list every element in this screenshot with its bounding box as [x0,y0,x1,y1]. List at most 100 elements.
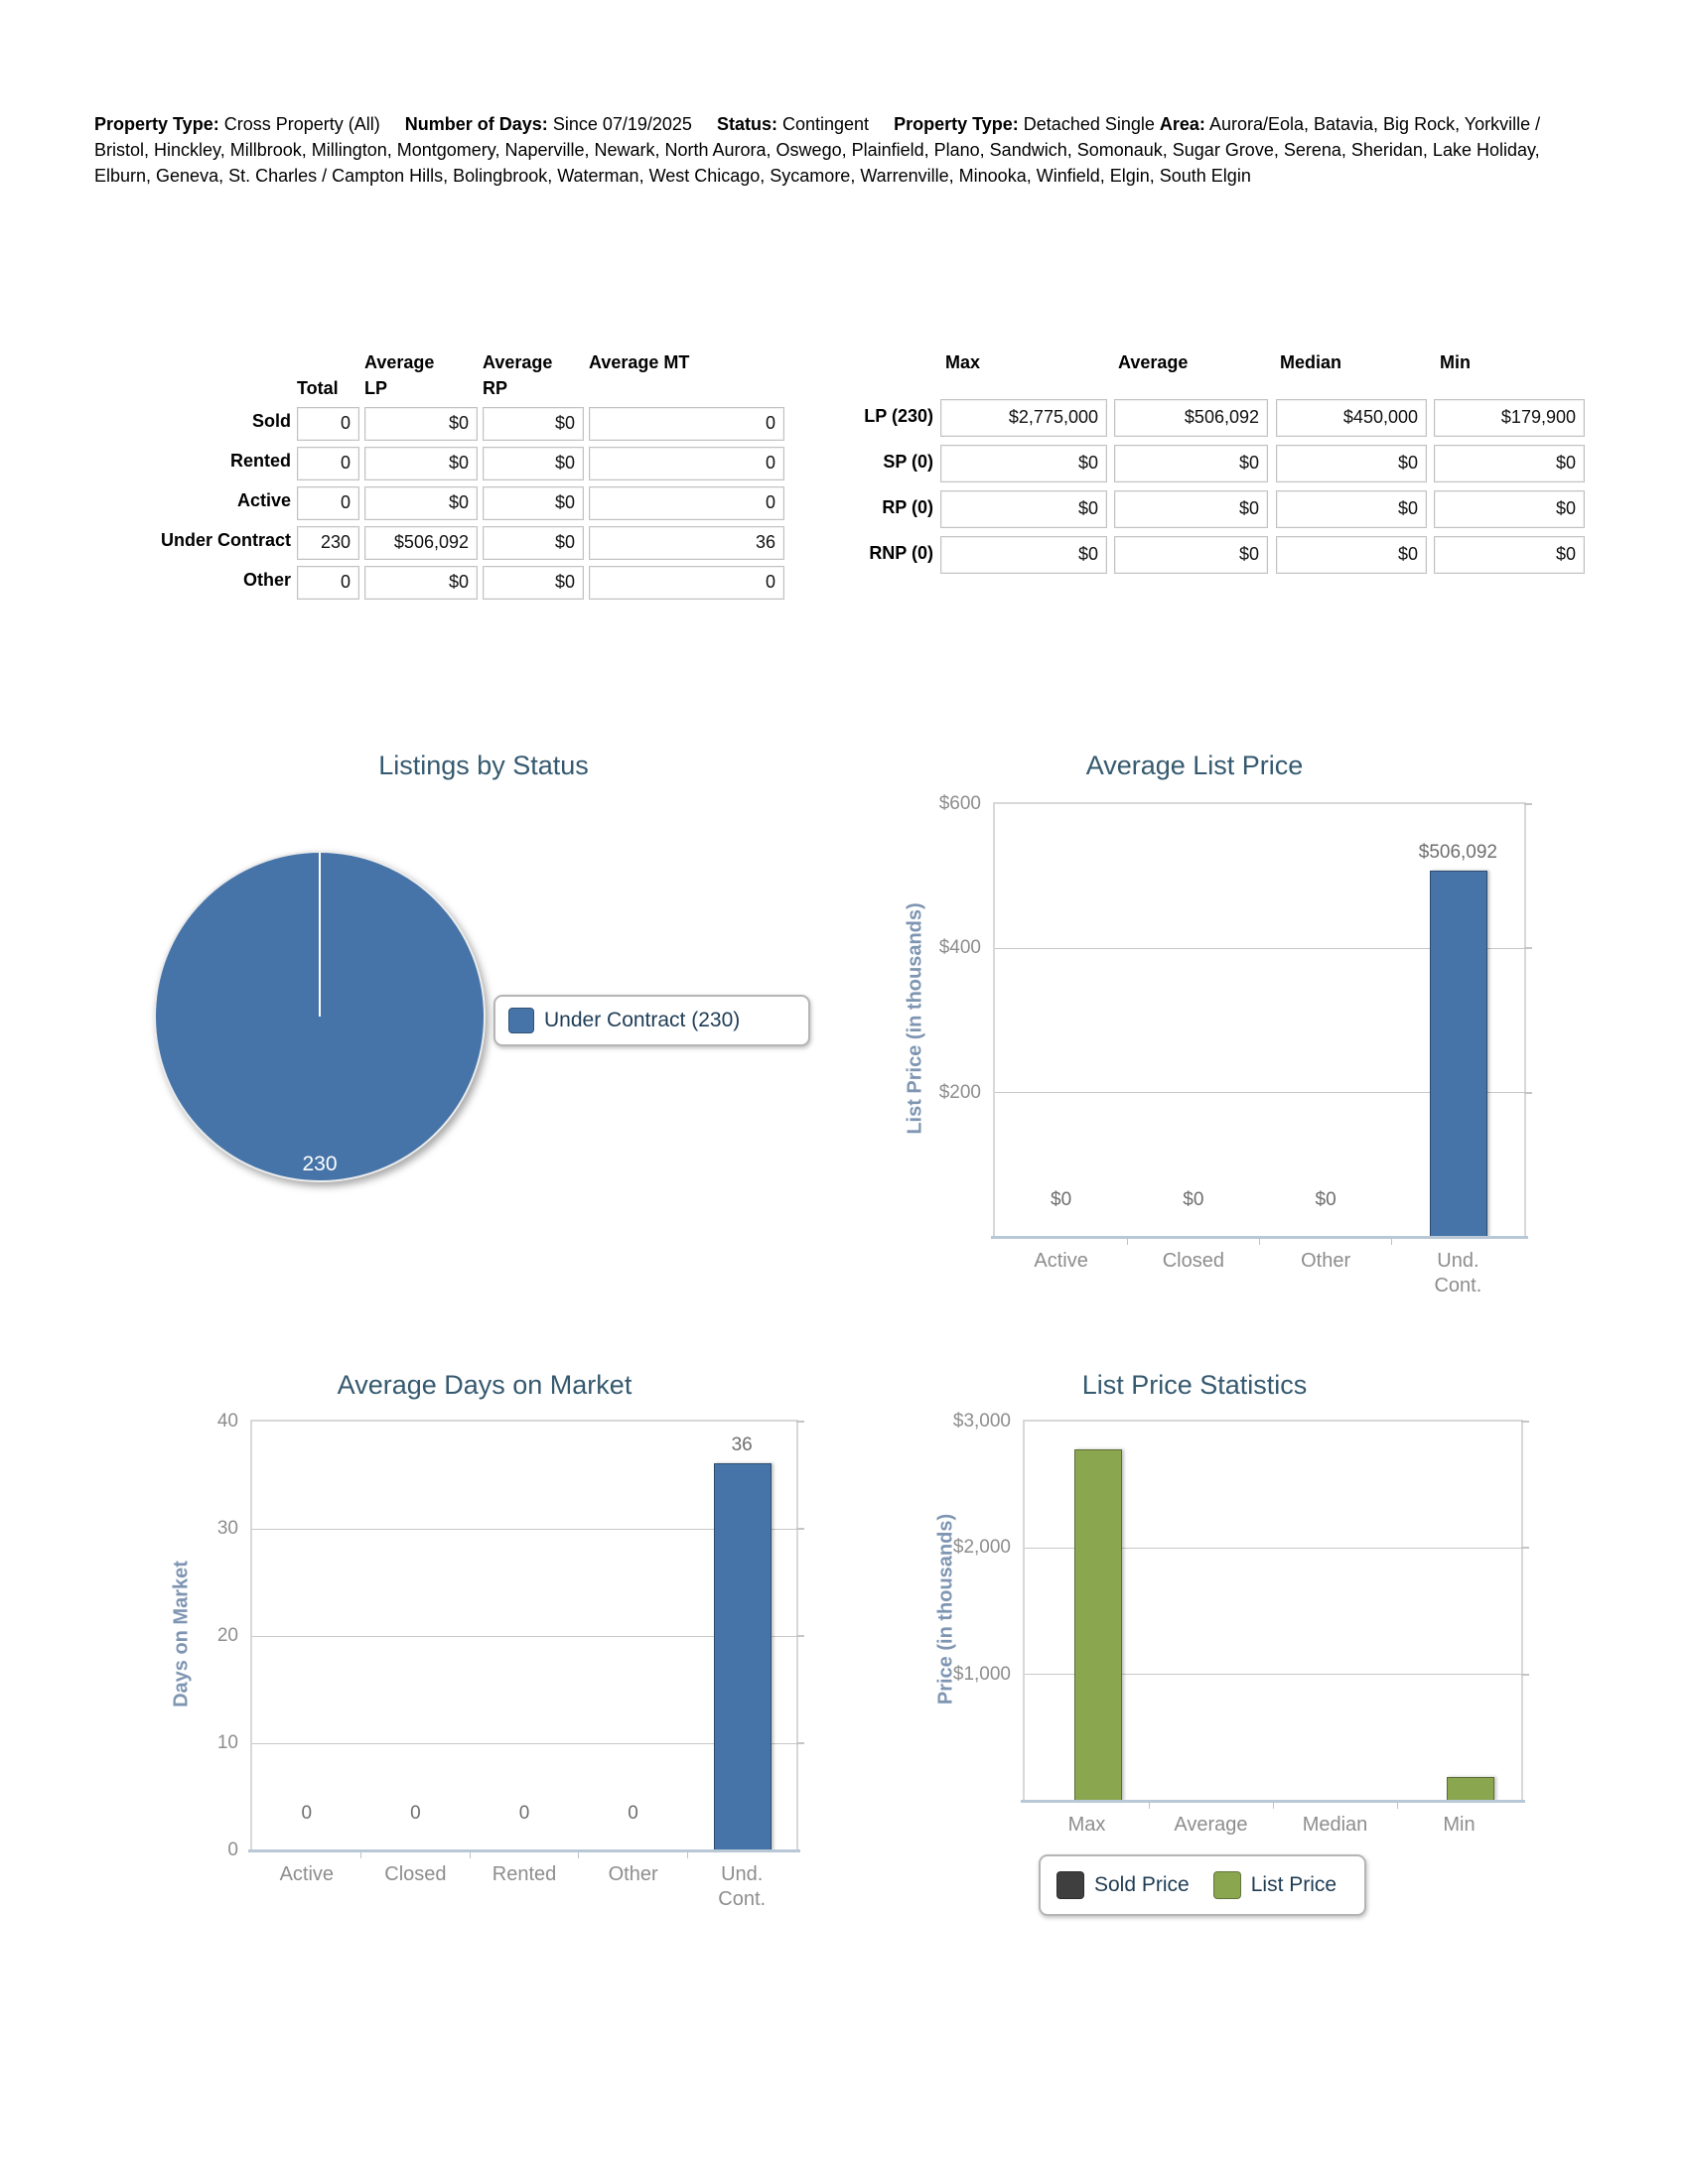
x-tick-label-median: Median [1302,1814,1368,1836]
bar-value-label-und-cont: 36 [731,1434,753,1456]
row-label-other: Other [242,570,291,590]
x-tick-label-other: Other [608,1863,658,1885]
cell-under-contract-average_rp: $0 [483,526,584,560]
y-axis-tick [1524,803,1532,805]
gridline [995,947,1524,949]
cell-other-average_lp: $0 [364,566,478,600]
bar-und-cont [1430,871,1488,1237]
criteria-property-type2-label: Property Type: [894,114,1019,134]
x-axis-tick [1259,1237,1260,1245]
row-label-lp-230: LP (230) [864,406,933,426]
gridline [252,1742,796,1744]
cell-lp-230-min: $179,900 [1434,399,1585,437]
bar-value-label-closed: 0 [410,1803,421,1824]
x-axis-tick [1391,1237,1393,1245]
gridline [1025,1547,1521,1549]
cell-rp-0-median: $0 [1276,490,1427,528]
cell-lp-230-median: $450,000 [1276,399,1427,437]
bar-value-label-closed: $0 [1183,1189,1204,1210]
average-days-on-market-chart: 0 10 20 30 40 Active Closed Rented Other Und. Con… [217,1411,804,1910]
row-label-active: Active [236,490,291,510]
pie-legend: Under Contract (230) [493,995,810,1046]
bar-max [1073,1448,1122,1801]
y-axis-tick [796,1528,804,1530]
y-tick-label: 20 [216,1625,238,1646]
x-tick-label-active: Active [279,1863,335,1885]
list-price-statistics-title: List Price Statistics [1081,1370,1308,1400]
x-tick-label-und-cont: Und. Cont. [718,1863,767,1910]
y-tick-label: 40 [216,1411,238,1432]
average-list-price-chart: $200 $400 $600 Active Closed Other Und. Cont. $… [939,793,1532,1297]
x-axis-tick [686,1850,688,1858]
status-col-average-mt: Average MT [589,352,690,372]
x-tick-label-und-cont: Und. Cont. [1434,1250,1482,1297]
cell-rp-0-min: $0 [1434,490,1585,528]
bar-value-label-other: 0 [628,1803,638,1824]
cell-active-average_lp: $0 [364,486,478,520]
x-axis-line [991,1236,1528,1239]
cell-other-average_rp: $0 [483,566,584,600]
list-price-statistics-chart: $1,000 $2,000 $3,000 Max Average Median Min [953,1411,1529,1836]
cell-rp-0-max: $0 [940,490,1107,528]
cell-rnp-0-median: $0 [1276,536,1427,574]
average-list-price-title: Average List Price [1085,751,1304,780]
row-label-rented: Rented [229,451,291,471]
report-criteria: Property Type: Cross Property (All) Numb… [94,111,1599,189]
price-col-max: Max [945,352,981,372]
bar-value-label-active: $0 [1051,1189,1072,1210]
x-axis-tick [1272,1801,1274,1809]
y-tick-label: $3,000 [952,1411,1011,1432]
gridline [995,1092,1524,1094]
x-tick-label-other: Other [1301,1250,1351,1272]
row-label-rnp-0: RNP (0) [869,543,933,563]
cell-rnp-0-max: $0 [940,536,1107,574]
cell-lp-230-max: $2,775,000 [940,399,1107,437]
x-tick-label-max: Max [1067,1814,1106,1836]
under-contract-swatch [508,1008,534,1033]
cell-rented-average_mt: 0 [589,447,784,480]
y-axis-tick [1521,1673,1529,1676]
cell-under-contract-total: 230 [297,526,359,560]
cell-active-total: 0 [297,486,359,520]
list-price-legend-label: List Price [1250,1873,1337,1896]
y-tick-label: $2,000 [952,1537,1011,1559]
cell-lp-230-average: $506,092 [1114,399,1268,437]
listings-by-status-title: Listings by Status [378,751,589,780]
criteria-area-label: Area: [1159,114,1205,134]
cell-active-average_mt: 0 [589,486,784,520]
list-price-swatch [1212,1871,1241,1899]
x-axis-tick [1126,1237,1128,1245]
pie-legend-label: Under Contract (230) [544,1009,741,1031]
y-tick-label: $600 [938,793,981,814]
y-axis-tick [796,1421,804,1423]
bar-und-cont [714,1463,773,1850]
y-axis-tick [1524,947,1532,950]
criteria-number-of-days-label: Number of Days: [404,114,548,134]
price-col-min: Min [1440,352,1471,372]
price-col-average: Average [1118,352,1189,372]
criteria-status-label: Status: [716,114,777,134]
x-tick-label-closed: Closed [384,1863,447,1885]
row-label-sp-0: SP (0) [883,452,933,472]
cell-sold-average_mt: 0 [589,407,784,441]
price-col-median: Median [1280,352,1342,372]
cell-rented-total: 0 [297,447,359,480]
y-tick-label: $1,000 [952,1663,1011,1685]
cell-sold-average_rp: $0 [483,407,584,441]
x-tick-label-closed: Closed [1162,1250,1224,1272]
cell-rented-average_lp: $0 [364,447,478,480]
cell-under-contract-average_lp: $506,092 [364,526,478,560]
cell-sp-0-max: $0 [940,445,1107,482]
x-axis-line [1021,1800,1525,1803]
bar-value-label-active: 0 [301,1803,313,1824]
bar-min [1446,1777,1494,1801]
criteria-property-type-value: Cross Property (All) [223,114,380,134]
y-axis-tick [796,1742,804,1744]
criteria-status-value: Contingent [781,114,870,134]
sold-price-swatch [1056,1871,1084,1899]
x-tick-label-active: Active [1034,1250,1088,1272]
price-stats-legend: Sold Price List Price [1039,1854,1366,1916]
sold-price-legend-label: Sold Price [1094,1873,1190,1896]
cell-sp-0-median: $0 [1276,445,1427,482]
